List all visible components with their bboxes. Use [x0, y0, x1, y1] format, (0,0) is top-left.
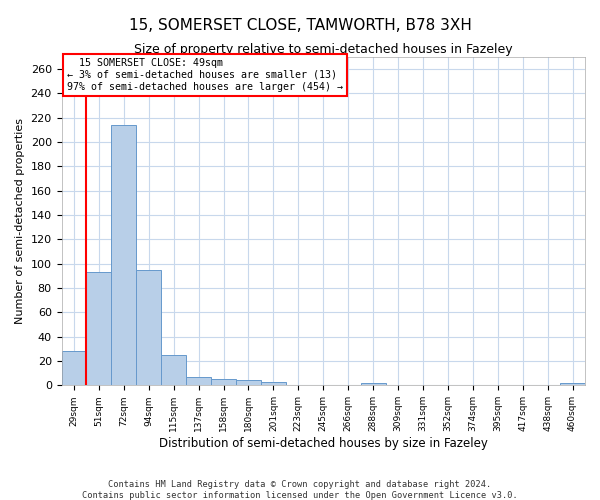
Bar: [261, 382, 286, 386]
Bar: [361, 383, 386, 386]
Bar: [560, 383, 585, 386]
Bar: [161, 355, 186, 386]
Bar: [136, 270, 161, 386]
Text: 15, SOMERSET CLOSE, TAMWORTH, B78 3XH: 15, SOMERSET CLOSE, TAMWORTH, B78 3XH: [128, 18, 472, 32]
Bar: [62, 352, 86, 386]
Bar: [112, 125, 136, 386]
Bar: [186, 377, 211, 386]
Y-axis label: Number of semi-detached properties: Number of semi-detached properties: [15, 118, 25, 324]
X-axis label: Distribution of semi-detached houses by size in Fazeley: Distribution of semi-detached houses by …: [159, 437, 488, 450]
Bar: [211, 380, 236, 386]
Text: Contains HM Land Registry data © Crown copyright and database right 2024.
Contai: Contains HM Land Registry data © Crown c…: [82, 480, 518, 500]
Bar: [86, 272, 112, 386]
Text: 15 SOMERSET CLOSE: 49sqm
← 3% of semi-detached houses are smaller (13)
97% of se: 15 SOMERSET CLOSE: 49sqm ← 3% of semi-de…: [67, 58, 343, 92]
Bar: [236, 380, 261, 386]
Title: Size of property relative to semi-detached houses in Fazeley: Size of property relative to semi-detach…: [134, 42, 512, 56]
